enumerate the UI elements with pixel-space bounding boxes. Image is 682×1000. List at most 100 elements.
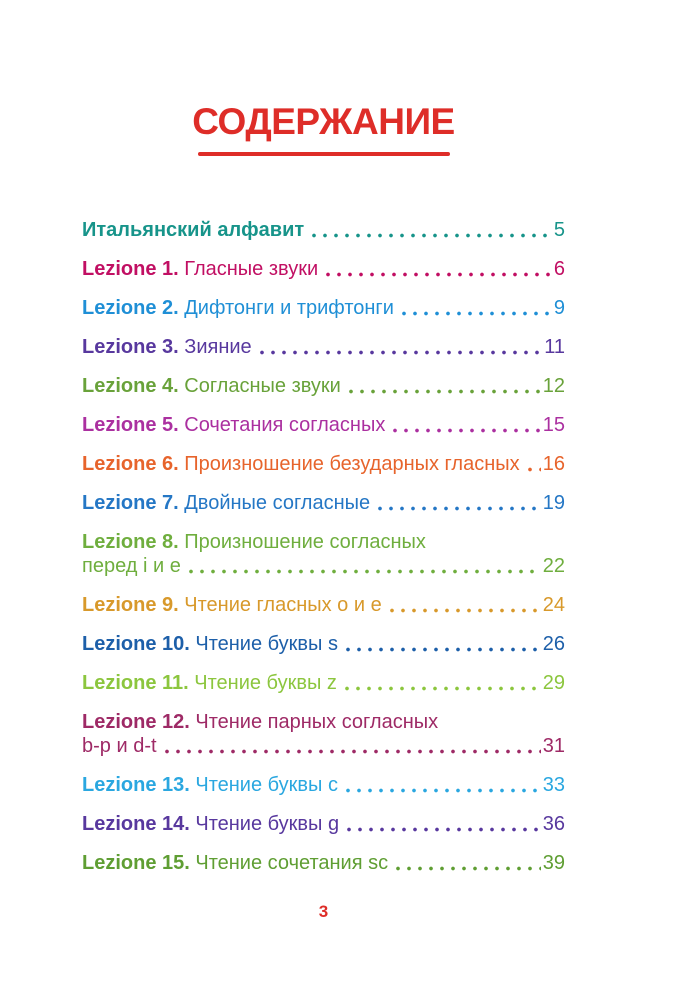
toc-page-number: 16 — [542, 452, 565, 475]
dot-leader — [162, 733, 541, 758]
toc-item-line: Lezione 6. Произношение безударных гласн… — [82, 451, 565, 476]
dot-leader — [343, 631, 541, 656]
toc-item: Lezione 14. Чтение буквы g 36 — [82, 811, 565, 836]
dot-leader — [391, 412, 541, 437]
toc-page-number: 22 — [542, 554, 565, 577]
toc-item-title: Гласные звуки — [178, 257, 319, 280]
toc-item-label: Lezione 1. — [82, 257, 179, 280]
toc-item: Lezione 3. Зияние 11 — [82, 334, 565, 359]
toc-item-title: Чтение парных согласных — [189, 710, 439, 733]
toc-item-line-continuation: перед i и e 22 — [82, 553, 565, 578]
toc-item-label: Lezione 5. — [82, 413, 179, 436]
toc-item: Lezione 2. Дифтонги и трифтонги 9 — [82, 295, 565, 320]
toc-item: Lezione 6. Произношение безударных гласн… — [82, 451, 565, 476]
toc-item-label: Lezione 8. — [82, 530, 179, 553]
toc-item-line: Lezione 14. Чтение буквы g 36 — [82, 811, 565, 836]
footer-page-number: 3 — [318, 902, 329, 921]
dot-leader — [186, 553, 541, 578]
dot-leader — [394, 850, 541, 875]
toc-item-line: Lezione 13. Чтение буквы c 33 — [82, 772, 565, 797]
toc-page-number: 19 — [542, 491, 565, 514]
toc-item-title: Зияние — [178, 335, 252, 358]
toc-page-number: 29 — [542, 671, 565, 694]
dot-leader — [399, 295, 552, 320]
dot-leader — [324, 256, 552, 281]
page-title: СОДЕРЖАНИЕ — [192, 101, 455, 142]
toc-item: Lezione 7. Двойные согласные 19 — [82, 490, 565, 515]
toc-page-number: 15 — [542, 413, 565, 436]
toc-page-number: 5 — [553, 218, 565, 241]
toc-item-line: Lezione 1. Гласные звуки 6 — [82, 256, 565, 281]
dot-leader — [310, 217, 552, 242]
toc-item-label: Lezione 4. — [82, 374, 179, 397]
toc-item-line: Lezione 12. Чтение парных согласных — [82, 710, 565, 734]
toc-item-label: Lezione 14. — [82, 812, 190, 835]
toc-item-label: Lezione 11. — [82, 671, 189, 694]
toc-item-line: Lezione 2. Дифтонги и трифтонги 9 — [82, 295, 565, 320]
toc-list: Итальянский алфавит 5 Lezione 1. Гласные з… — [82, 217, 565, 875]
toc-page-number: 39 — [542, 851, 565, 874]
toc-page-number: 11 — [544, 335, 565, 358]
toc-item: Lezione 1. Гласные звуки 6 — [82, 256, 565, 281]
toc-item-line-continuation: b-p и d-t 31 — [82, 733, 565, 758]
page-header: СОДЕРЖАНИЕ — [82, 101, 565, 156]
toc-item: Lezione 15. Чтение сочетания sc 39 — [82, 850, 565, 875]
toc-item-label: Lezione 2. — [82, 296, 179, 319]
toc-item-label: Lezione 13. — [82, 773, 190, 796]
toc-item-title: Чтение буквы z — [188, 671, 337, 694]
dot-leader — [387, 592, 541, 617]
toc-item-line: Lezione 8. Произношение согласных — [82, 530, 565, 554]
dot-leader — [257, 334, 543, 359]
toc-page-number: 6 — [553, 257, 565, 280]
toc-item-title: Согласные звуки — [178, 374, 341, 397]
toc-item-label: Lezione 15. — [82, 851, 190, 874]
toc-item-title: Произношение согласных — [178, 530, 426, 553]
toc-item-line: Lezione 11. Чтение буквы z 29 — [82, 670, 565, 695]
toc-item: Lezione 8. Произношение согласных перед i… — [82, 530, 565, 578]
toc-page-number: 33 — [542, 773, 565, 796]
toc-item-label: Lezione 6. — [82, 452, 179, 475]
dot-leader — [376, 490, 541, 515]
toc-item-label: Lezione 9. — [82, 593, 179, 616]
toc-item-title-continuation: перед i и e — [82, 554, 181, 577]
toc-item-title: Двойные согласные — [178, 491, 371, 514]
toc-item: Lezione 9. Чтение гласных о и е 24 — [82, 592, 565, 617]
toc-item-label: Lezione 12. — [82, 710, 190, 733]
dot-leader — [342, 670, 541, 695]
toc-item-line: Lezione 5. Сочетания согласных 15 — [82, 412, 565, 437]
toc-item: Lezione 5. Сочетания согласных 15 — [82, 412, 565, 437]
toc-page-number: 24 — [542, 593, 565, 616]
toc-page-number: 9 — [553, 296, 565, 319]
toc-page-number: 31 — [542, 734, 565, 757]
toc-item-title: Чтение буквы c — [189, 773, 338, 796]
toc-page-number: 36 — [542, 812, 565, 835]
toc-item-line: Lezione 15. Чтение сочетания sc 39 — [82, 850, 565, 875]
toc-item-line: Lezione 10. Чтение буквы s 26 — [82, 631, 565, 656]
toc-item-line: Lezione 7. Двойные согласные 19 — [82, 490, 565, 515]
toc-item: Итальянский алфавит 5 — [82, 217, 565, 242]
toc-item: Lezione 12. Чтение парных согласных b-p и… — [82, 710, 565, 758]
toc-item-line: Lezione 9. Чтение гласных о и е 24 — [82, 592, 565, 617]
toc-item-title: Чтение буквы g — [189, 812, 340, 835]
toc-item: Lezione 10. Чтение буквы s 26 — [82, 631, 565, 656]
toc-page-number: 26 — [542, 632, 565, 655]
toc-item-title: Дифтонги и трифтонги — [178, 296, 394, 319]
toc-item-title: Чтение буквы s — [189, 632, 338, 655]
toc-item-line: Итальянский алфавит 5 — [82, 217, 565, 242]
toc-item-title-continuation: b-p и d-t — [82, 734, 157, 757]
toc-item-title: Произношение безударных гласных — [178, 452, 520, 475]
toc-item-label: Lezione 3. — [82, 335, 179, 358]
toc-item-label: Lezione 7. — [82, 491, 179, 514]
toc-item-label: Lezione 10. — [82, 632, 190, 655]
toc-item-title: Чтение гласных о и е — [178, 593, 382, 616]
toc-page-number: 12 — [542, 374, 565, 397]
toc-item: Lezione 13. Чтение буквы c 33 — [82, 772, 565, 797]
toc-item-line: Lezione 3. Зияние 11 — [82, 334, 565, 359]
toc-item-label: Итальянский алфавит — [82, 218, 305, 241]
dot-leader — [525, 451, 541, 476]
dot-leader — [343, 772, 541, 797]
toc-item: Lezione 4. Согласные звуки 12 — [82, 373, 565, 398]
title-underline — [197, 151, 450, 156]
toc-item-title: Чтение сочетания sc — [189, 851, 389, 874]
dot-leader — [346, 373, 541, 398]
